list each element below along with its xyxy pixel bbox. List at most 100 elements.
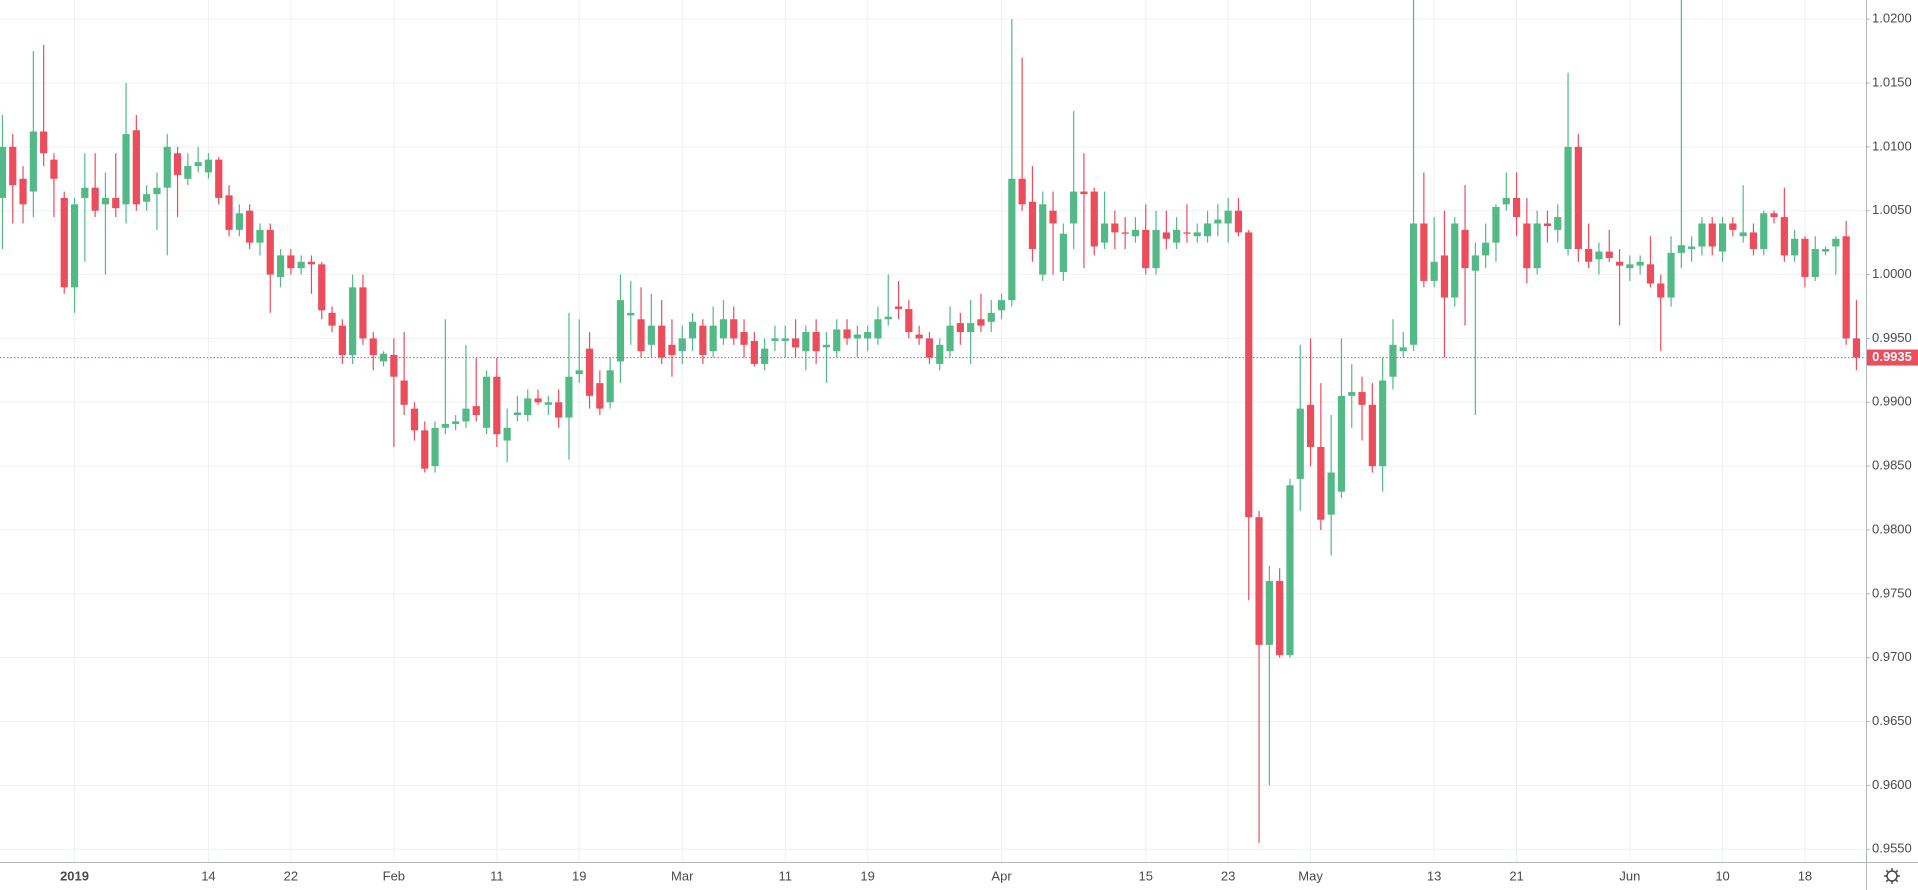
candle-body [1842,236,1850,339]
candle [1152,210,1160,275]
candle [19,166,27,224]
candle [565,312,573,460]
candle-body [647,325,655,345]
candle [297,255,305,275]
candle-body [585,348,594,396]
candle-body [328,312,336,326]
candle [379,351,388,367]
candle [287,249,295,275]
candle [1667,236,1675,307]
candle-body [596,383,604,409]
candle [153,172,161,230]
candle [833,319,841,358]
candle [132,114,140,211]
candle [997,293,1006,320]
candle-body [194,162,202,167]
candle [1430,217,1438,288]
candle-body [1379,380,1387,467]
candle [369,332,377,371]
candle [905,300,913,339]
candle [60,191,68,294]
candle [544,395,552,416]
candle-body [462,408,470,422]
candle [1780,187,1788,262]
candle [421,421,429,473]
candle [328,306,336,333]
candle [1636,255,1644,275]
candle-body [349,287,357,356]
candle [513,395,522,422]
candle [1420,172,1428,288]
candle-body [1461,229,1469,269]
candle [338,319,346,364]
candle-body [132,130,140,205]
candle-body [338,325,346,356]
candle [1080,153,1088,269]
candle-body [915,334,923,339]
candle-body [606,370,614,403]
candle [1543,210,1552,243]
candle-body [555,402,563,418]
candle [1018,57,1026,211]
candle-body [1821,249,1830,252]
candle [1533,210,1541,275]
candle [1440,210,1449,358]
candle-body [1440,255,1449,298]
candle-body [812,332,820,352]
candle-body [1173,229,1181,243]
settings-button[interactable] [1884,868,1900,884]
candle-body [50,159,58,179]
candle [235,204,243,237]
candle [925,332,934,364]
candle-body [874,319,882,339]
x-tick-label: 23 [1221,868,1235,883]
candle-body [1688,246,1696,250]
candle [1698,217,1706,256]
candle-body [781,338,789,341]
candle [472,357,480,422]
candle-body [215,159,223,198]
candle-body [905,309,913,333]
candle-body [1533,223,1541,269]
candle [307,255,316,294]
candle [1708,217,1716,256]
candle [1832,236,1840,275]
candle-body [1523,223,1531,269]
candle-body [616,300,625,362]
candle-body [1296,408,1304,479]
candle-body [1482,242,1490,256]
candle-body [833,329,841,352]
candle-body [1543,223,1552,227]
candle [410,402,419,441]
candle-body [246,210,254,243]
candle-body [1492,206,1500,243]
candle-body [719,319,728,339]
candle-body [1049,210,1057,224]
candle-body [1657,283,1665,298]
candle [596,370,604,416]
candle [1245,229,1253,601]
candle [1049,191,1057,275]
candle-body [1245,232,1253,518]
candle [1688,236,1696,262]
candle-body [956,323,964,333]
candle-body [1770,213,1778,218]
candle-body [967,323,975,333]
x-tick-label: 14 [201,868,215,883]
candle [1801,236,1809,288]
candle [493,357,501,447]
candle [1276,568,1284,658]
candle-body [740,332,748,345]
candle-body [204,159,213,173]
candle-body [977,319,985,326]
candle-body [40,131,48,154]
candle [791,319,800,358]
candle [1409,0,1418,352]
candle-body [565,376,573,418]
candle-body [153,187,161,195]
candle-body [1760,213,1768,250]
candle-body [1286,485,1294,656]
y-tick-label: 0.9850 [1872,458,1912,473]
